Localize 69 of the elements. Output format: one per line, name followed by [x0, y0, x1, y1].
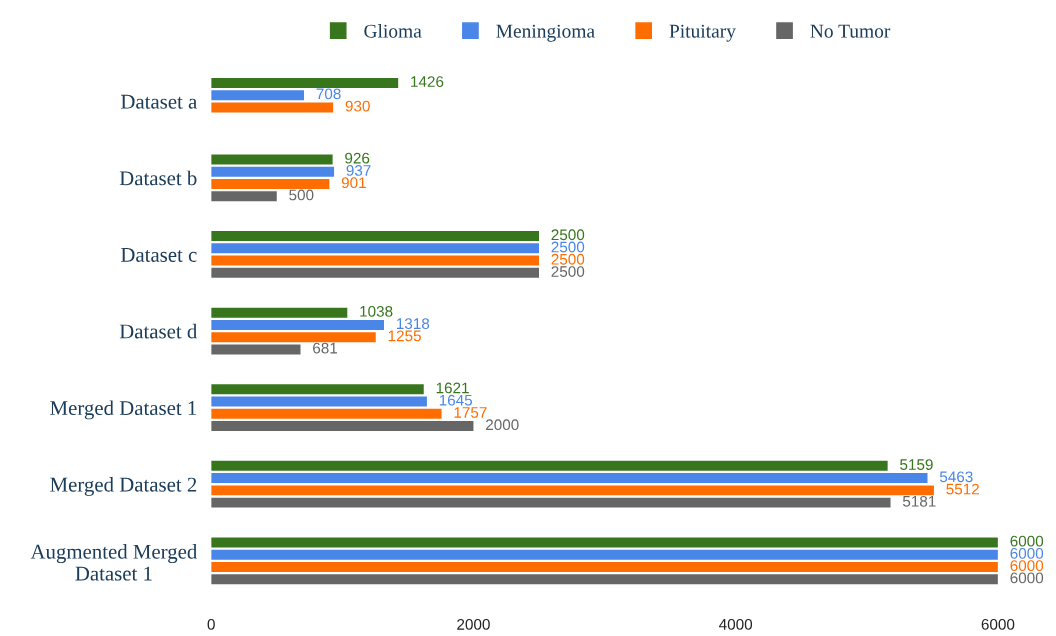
bar [211, 561, 998, 572]
data-label: 5463 [939, 471, 973, 483]
bar [211, 90, 305, 101]
data-label: 1255 [388, 330, 421, 342]
bar [211, 549, 998, 560]
data-label: 930 [345, 100, 370, 112]
data-label: 2500 [551, 253, 585, 265]
bar [211, 77, 399, 88]
data-label: 6000 [1010, 547, 1044, 559]
bar [211, 460, 888, 471]
bar [211, 421, 474, 431]
legend-label: Pituitary [669, 24, 736, 42]
bar [211, 574, 998, 585]
legend-label: Meningioma [496, 24, 595, 42]
bar [211, 191, 277, 202]
data-label: 681 [313, 342, 338, 354]
bar [211, 231, 539, 242]
data-label: 2500 [551, 266, 585, 277]
data-label: 937 [346, 165, 371, 176]
data-label: 2000 [486, 419, 519, 431]
data-label: 708 [316, 88, 341, 100]
bar [211, 267, 539, 278]
bar [211, 332, 376, 343]
bar [211, 384, 424, 395]
x-tick-label: 4000 [719, 618, 753, 630]
data-label: 500 [289, 189, 314, 201]
y-tick-label: Augmented Merged Dataset 1 [30, 544, 198, 581]
data-label: 1318 [396, 318, 430, 330]
bar [211, 537, 998, 548]
data-label: 1426 [411, 76, 444, 88]
bar [211, 497, 891, 508]
data-label: 1621 [436, 382, 469, 394]
data-label: 1645 [439, 394, 473, 406]
data-label: 2500 [551, 241, 585, 253]
bar [211, 166, 335, 177]
legend-label: Glioma [364, 24, 422, 38]
y-tick-label: Dataset c [120, 248, 197, 262]
bar [211, 485, 934, 496]
bar [211, 396, 427, 407]
x-tick-label: 2000 [457, 618, 490, 630]
bar [211, 154, 333, 165]
legend-label: No Tumor [810, 24, 891, 38]
x-tick-label: 0 [207, 618, 215, 630]
y-tick-label: Merged Dataset 1 [50, 400, 197, 420]
bar [211, 307, 348, 318]
data-label: 926 [345, 152, 370, 164]
data-label: 5159 [900, 459, 933, 470]
data-label: 1757 [454, 407, 487, 418]
y-tick-label: Merged Dataset 2 [50, 477, 197, 496]
bar [211, 243, 539, 254]
bar [211, 473, 928, 484]
data-label: 5181 [902, 495, 936, 507]
data-label: 901 [341, 177, 366, 189]
data-label: 6000 [1010, 535, 1044, 547]
y-tick-label: Dataset d [119, 323, 198, 339]
y-tick-label: Dataset a [120, 94, 198, 109]
bar [211, 255, 539, 266]
x-tick-label: 6000 [981, 618, 1015, 630]
data-label: 1038 [360, 305, 393, 317]
bar [211, 179, 330, 189]
bar [211, 319, 385, 330]
y-tick-label: Dataset b [119, 170, 197, 186]
data-label: 5512 [946, 483, 979, 495]
data-label: 2500 [551, 229, 585, 241]
bar [211, 408, 442, 419]
bar [211, 102, 334, 113]
bar [211, 344, 301, 355]
data-label: 6000 [1010, 560, 1044, 572]
data-label: 6000 [1010, 572, 1044, 584]
